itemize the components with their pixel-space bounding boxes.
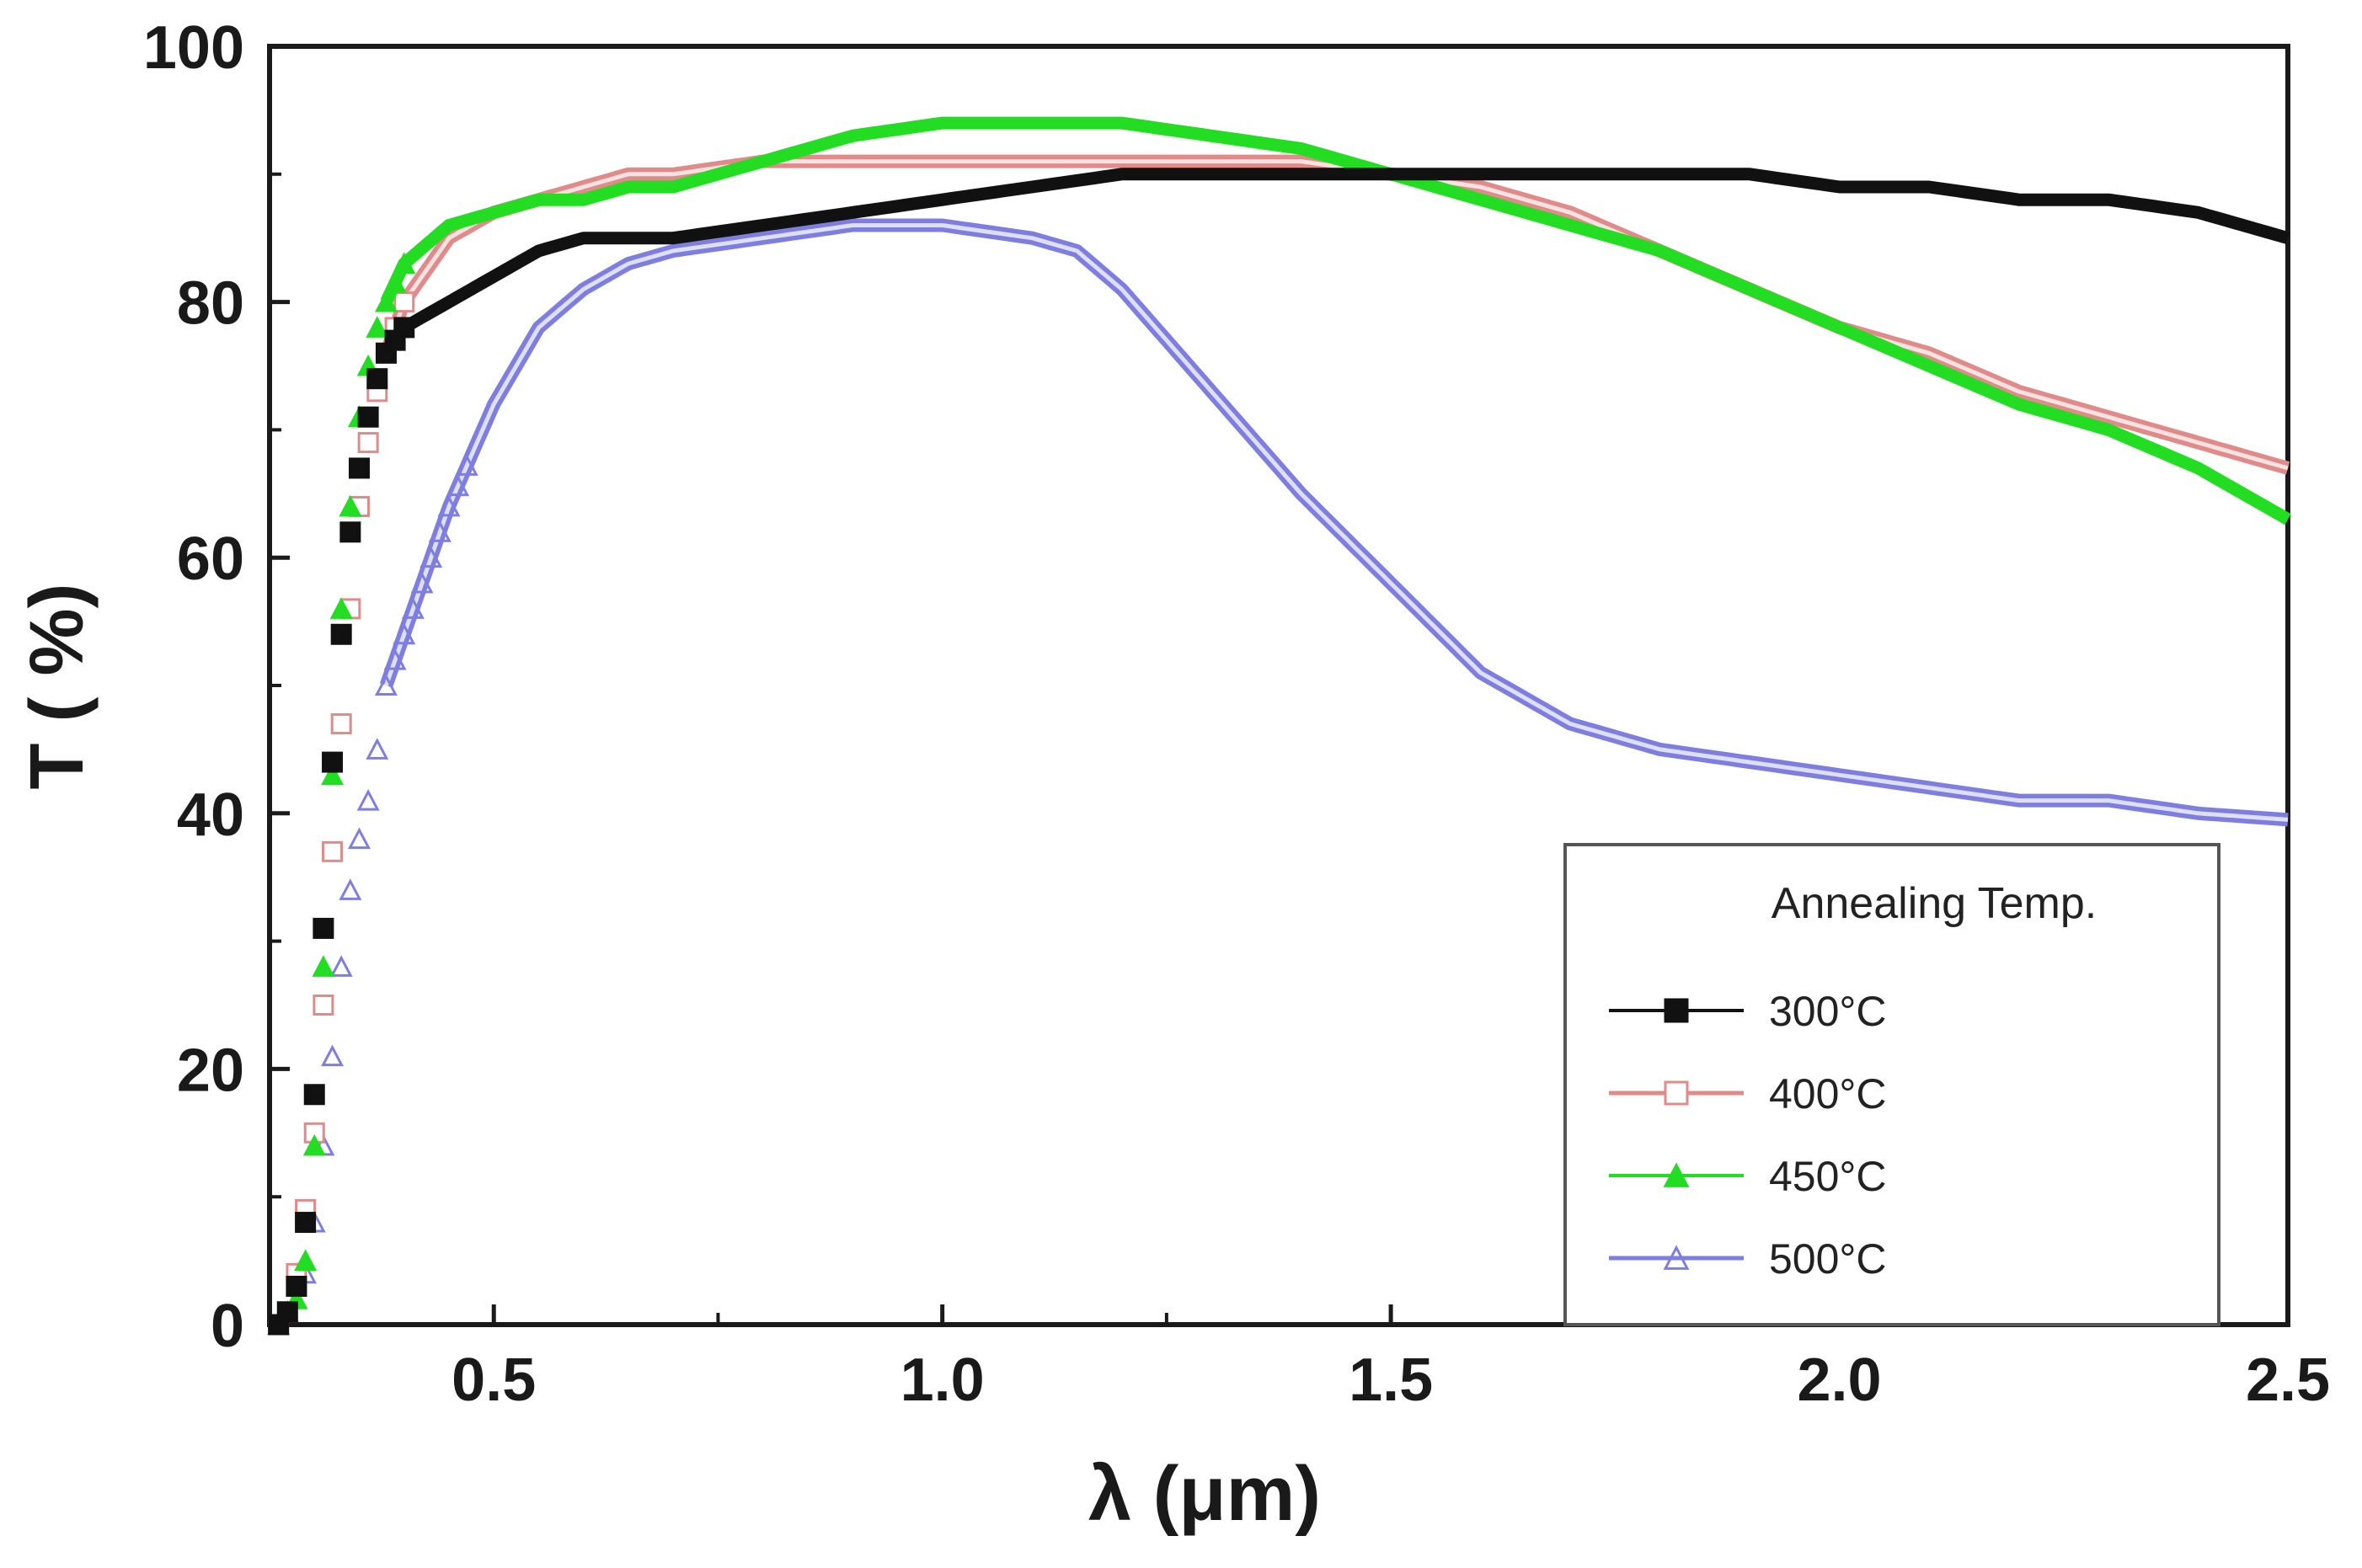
data-point — [329, 955, 353, 977]
data-point — [302, 1133, 326, 1156]
data-point — [330, 623, 352, 645]
data-point — [401, 597, 425, 619]
y-tick-label: 0 — [211, 1293, 244, 1360]
data-point — [286, 1275, 307, 1297]
data-point — [374, 290, 398, 312]
series-line — [380, 116, 2291, 525]
legend-items: 300°C 400°C 450°C 500°C — [1609, 988, 1887, 1283]
data-point — [410, 571, 434, 594]
series-line-inner — [384, 223, 2289, 822]
y-tick-label: 60 — [177, 525, 244, 593]
data-point — [294, 1249, 318, 1272]
x-tick-label: 0.5 — [452, 1347, 536, 1414]
data-point — [322, 840, 344, 862]
x-axis-title: λ (μm) — [1088, 1451, 1321, 1537]
data-point — [366, 368, 388, 390]
data-point — [357, 432, 379, 454]
x-tick-label: 1.5 — [1349, 1347, 1433, 1414]
legend: Annealing Temp. 300°C 400°C 450°C 500°C — [1563, 843, 2220, 1326]
x-tick-label: 2.0 — [1798, 1347, 1882, 1414]
y-tick-label: 20 — [177, 1037, 244, 1104]
x-tick-label: 2.5 — [2246, 1347, 2330, 1414]
data-point — [339, 878, 362, 900]
legend-item: 300°C — [1609, 988, 1887, 1035]
data-point — [446, 474, 470, 497]
data-point — [330, 713, 352, 735]
data-point — [393, 252, 416, 275]
data-point — [366, 738, 389, 760]
data-point — [419, 546, 443, 568]
y-tick-label: 100 — [143, 14, 244, 82]
data-point — [295, 1212, 317, 1234]
legend-label: 500°C — [1769, 1235, 1887, 1283]
data-point — [437, 494, 461, 517]
data-point — [393, 622, 416, 645]
data-point — [428, 520, 452, 542]
legend-item: 500°C — [1609, 1235, 1887, 1283]
data-point — [348, 457, 370, 479]
data-point — [339, 521, 361, 543]
legend-marker — [1664, 1080, 1689, 1106]
data-point — [339, 494, 362, 517]
series-layer — [267, 116, 2291, 1336]
legend-marker — [1664, 998, 1689, 1023]
data-point — [393, 317, 415, 339]
legend-label: 450°C — [1769, 1153, 1887, 1200]
data-point — [313, 995, 334, 1016]
data-point — [366, 316, 389, 338]
data-point — [455, 454, 478, 476]
legend-item: 450°C — [1609, 1153, 1887, 1200]
data-point — [276, 1301, 298, 1323]
data-point — [348, 827, 371, 850]
series-500c — [267, 218, 2289, 1335]
data-point — [374, 674, 398, 696]
tick-labels: 0.5 1.0 1.5 2.0 2.5 0 20 40 60 80 100 — [143, 14, 2330, 1414]
series-300c — [268, 168, 2290, 1336]
y-tick-label: 80 — [177, 270, 244, 338]
legend-item: 400°C — [1609, 1070, 1887, 1117]
data-point — [356, 788, 380, 811]
x-tick-label: 1.0 — [900, 1347, 985, 1414]
data-point — [393, 291, 415, 313]
data-point — [321, 763, 345, 786]
data-point — [321, 1044, 345, 1067]
data-point — [383, 648, 407, 670]
data-point — [357, 406, 379, 428]
legend-marker — [1663, 1245, 1690, 1270]
data-point — [322, 751, 344, 773]
series-line — [379, 218, 2289, 827]
y-tick-label: 40 — [177, 781, 244, 849]
series-line-inner — [384, 159, 2289, 471]
legend-label: 300°C — [1769, 988, 1887, 1035]
y-axis-title: T ( %) — [15, 584, 99, 790]
series-line — [379, 154, 2290, 475]
data-point — [329, 597, 353, 619]
series-450c — [267, 116, 2291, 1335]
data-point — [313, 917, 334, 939]
legend-marker — [1663, 1162, 1690, 1187]
data-point — [303, 1084, 325, 1106]
data-point — [383, 271, 407, 293]
data-point — [312, 955, 335, 977]
legend-label: 400°C — [1769, 1070, 1887, 1117]
series-line — [381, 168, 2290, 357]
legend-title: Annealing Temp. — [1772, 879, 2097, 928]
